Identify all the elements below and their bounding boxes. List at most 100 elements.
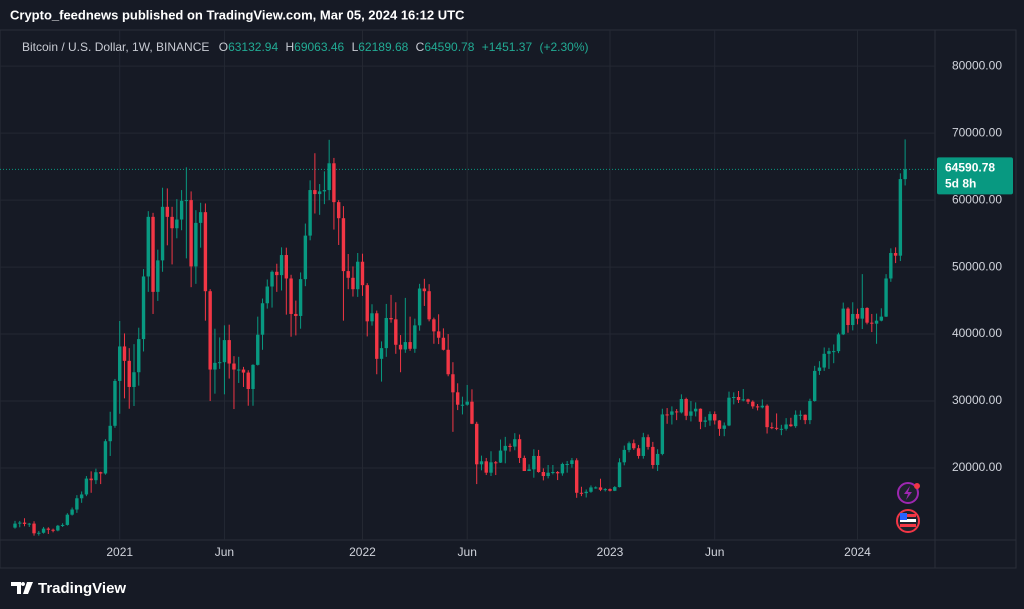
ohlc-letter: O bbox=[219, 40, 228, 54]
candle-body bbox=[536, 455, 541, 473]
candle-body bbox=[893, 253, 898, 256]
candle-body bbox=[817, 367, 822, 371]
candle-body bbox=[784, 424, 788, 429]
candle-body bbox=[489, 462, 493, 473]
candle-body bbox=[413, 325, 417, 349]
candle-body bbox=[232, 363, 236, 370]
symbol-legend: Bitcoin / U.S. Dollar, 1W, BINANCE O6313… bbox=[22, 40, 589, 54]
candle-body bbox=[508, 445, 512, 447]
candle-body bbox=[279, 255, 284, 276]
candle-body bbox=[146, 216, 150, 277]
candle-body bbox=[736, 397, 741, 401]
x-tick-label: 2022 bbox=[349, 545, 376, 559]
candle-body bbox=[22, 522, 27, 524]
candle-body bbox=[517, 439, 522, 458]
candle-body bbox=[384, 317, 388, 349]
candle-body bbox=[94, 472, 98, 481]
candle-body bbox=[798, 414, 803, 416]
candle-body bbox=[170, 216, 174, 229]
x-tick-label: 2021 bbox=[106, 545, 133, 559]
candle-body bbox=[470, 401, 474, 424]
candle-body bbox=[227, 340, 231, 364]
x-tick-label: Jun bbox=[705, 545, 724, 559]
candle-body bbox=[217, 362, 222, 364]
candle-body bbox=[465, 401, 469, 405]
candle-body bbox=[855, 313, 860, 319]
candle-body bbox=[417, 288, 422, 326]
candle-body bbox=[812, 370, 817, 402]
candle-body bbox=[32, 523, 36, 534]
candle-body bbox=[765, 405, 769, 428]
candle-body bbox=[213, 362, 217, 370]
candle-body bbox=[341, 218, 346, 272]
tradingview-logo: TradingView bbox=[11, 580, 126, 597]
candle-body bbox=[332, 163, 336, 203]
candle-body bbox=[808, 401, 812, 421]
candle-body bbox=[56, 525, 60, 531]
economic-events-icon[interactable] bbox=[896, 509, 920, 533]
candle-body bbox=[122, 346, 127, 361]
candle-body bbox=[898, 179, 903, 256]
candle-body bbox=[884, 278, 888, 317]
candle-body bbox=[127, 360, 131, 387]
candle-body bbox=[275, 271, 279, 276]
candle-body bbox=[18, 522, 22, 524]
candle-body bbox=[727, 397, 731, 426]
candle-body bbox=[522, 457, 527, 472]
logo-mark bbox=[11, 582, 33, 594]
candle-body bbox=[732, 397, 736, 399]
candle-body bbox=[179, 200, 184, 220]
candle-body bbox=[13, 523, 17, 528]
candle-body bbox=[84, 478, 89, 495]
candle-body bbox=[660, 414, 665, 454]
candle-body bbox=[256, 334, 260, 365]
price-tag bbox=[937, 157, 1013, 195]
candle-body bbox=[313, 190, 317, 195]
candle-body bbox=[184, 200, 189, 202]
candle-body bbox=[755, 406, 760, 408]
candle-body bbox=[132, 372, 136, 387]
candle-body bbox=[698, 408, 703, 422]
candle-body bbox=[636, 448, 641, 456]
candle-body bbox=[617, 462, 622, 488]
candle-body bbox=[613, 487, 617, 491]
flag-canton bbox=[900, 513, 907, 520]
candle-body bbox=[322, 190, 327, 192]
y-tick-label: 60000.00 bbox=[952, 192, 1002, 206]
candle-body bbox=[713, 414, 717, 421]
alert-icon[interactable] bbox=[897, 482, 920, 504]
candle-body bbox=[65, 514, 70, 525]
candle-body bbox=[851, 313, 855, 326]
candle-body bbox=[27, 523, 31, 525]
candle-body bbox=[532, 455, 536, 470]
candle-body bbox=[527, 469, 531, 472]
candle-body bbox=[751, 401, 755, 407]
candle-body bbox=[370, 313, 374, 322]
candle-body bbox=[651, 446, 655, 465]
candle-body bbox=[241, 369, 246, 373]
candle-body bbox=[827, 351, 831, 354]
candle-body bbox=[679, 399, 684, 413]
candle-body bbox=[874, 320, 879, 324]
candle-body bbox=[889, 253, 893, 279]
last-price-label: 64590.78 bbox=[945, 161, 995, 175]
bar-countdown: 5d 8h bbox=[945, 177, 976, 191]
candle-body bbox=[46, 528, 51, 530]
candle-body bbox=[451, 374, 455, 393]
candle-body bbox=[198, 212, 203, 223]
candle-body bbox=[41, 528, 46, 533]
candle-body bbox=[60, 524, 65, 526]
y-tick-label: 80000.00 bbox=[952, 58, 1002, 72]
candle-body bbox=[793, 414, 798, 427]
candle-body bbox=[632, 443, 636, 449]
candle-body bbox=[422, 288, 427, 292]
y-tick-label: 70000.00 bbox=[952, 125, 1002, 139]
candle-body bbox=[270, 271, 274, 287]
candle-body bbox=[427, 291, 431, 320]
candle-body bbox=[760, 405, 765, 408]
candle-body bbox=[608, 489, 612, 491]
candle-body bbox=[460, 404, 465, 406]
candle-body bbox=[513, 439, 517, 447]
candle-body bbox=[646, 437, 650, 447]
